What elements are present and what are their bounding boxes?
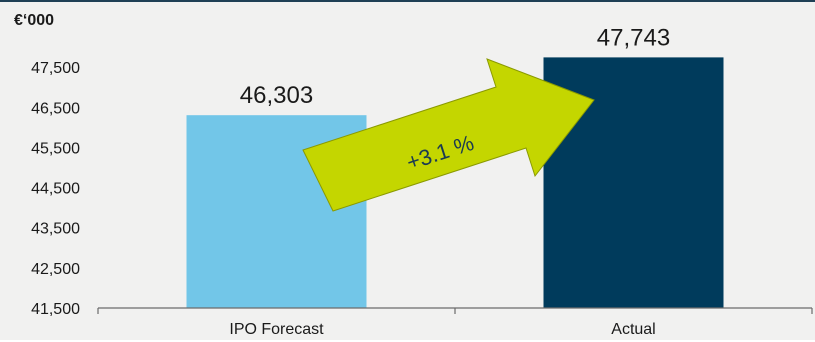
y-tick-label: 42,500	[31, 261, 80, 278]
y-tick-label: 44,500	[31, 181, 80, 198]
bar-value-label: 47,743	[597, 24, 670, 51]
x-category-label: IPO Forecast	[229, 321, 324, 338]
y-tick-label: 45,500	[31, 140, 80, 157]
x-category-label: Actual	[611, 321, 655, 338]
unit-label: €‘000	[14, 12, 55, 29]
y-tick-label: 41,500	[31, 301, 80, 318]
y-tick-label: 46,500	[31, 100, 80, 117]
y-tick-label: 47,500	[31, 60, 80, 77]
growth-arrow: +3.1 %	[302, 58, 595, 212]
bar-value-label: 46,303	[240, 82, 313, 109]
y-tick-label: 43,500	[31, 221, 80, 238]
growth-arrow-shape	[302, 58, 595, 212]
